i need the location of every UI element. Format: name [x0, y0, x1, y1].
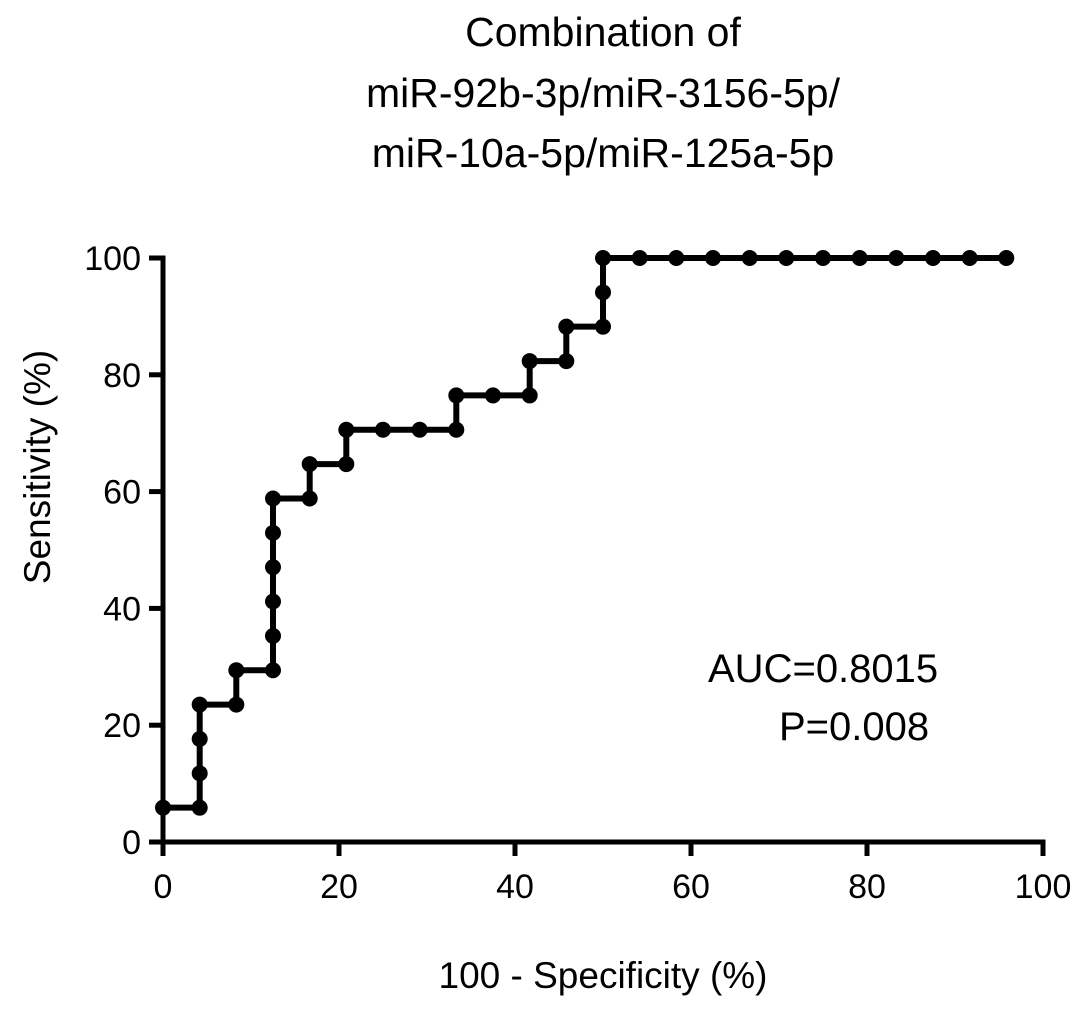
- title-line-3: miR-10a-5p/miR-125a-5p: [372, 130, 835, 176]
- x-tick-label: 0: [154, 868, 173, 906]
- roc-data-point: [485, 387, 501, 404]
- roc-data-point: [191, 696, 208, 713]
- p-value-annotation: P=0.008: [779, 705, 929, 749]
- stats-annotation: AUC=0.8015 P=0.008: [708, 647, 938, 749]
- roc-data-point: [448, 387, 465, 404]
- roc-data-point: [595, 318, 611, 335]
- roc-data-point: [815, 250, 831, 266]
- title-line-2: miR-92b-3p/miR-3156-5p/: [366, 70, 841, 116]
- roc-data-point: [228, 662, 245, 679]
- roc-data-point: [265, 559, 281, 576]
- y-tick-label: 60: [103, 474, 141, 512]
- roc-data-point: [925, 250, 941, 266]
- roc-curve-line: [163, 255, 1007, 811]
- auc-annotation: AUC=0.8015: [708, 647, 938, 691]
- roc-data-point: [521, 353, 538, 370]
- roc-data-point: [521, 387, 538, 404]
- x-axis-title: 100 - Specificity (%): [439, 955, 768, 996]
- roc-series: [155, 250, 1015, 816]
- chart-title: Combination of miR-92b-3p/miR-3156-5p/ m…: [366, 9, 841, 176]
- roc-data-point: [338, 456, 355, 473]
- roc-data-point: [558, 318, 575, 335]
- title-line-1: Combination of: [465, 9, 741, 55]
- axes: 0 20 40 60 80 100 0 20 40 60 80 100: [84, 240, 1071, 906]
- roc-data-point: [338, 421, 355, 438]
- roc-data-point: [191, 799, 208, 816]
- roc-data-point: [595, 284, 611, 301]
- x-tick-label: 20: [320, 868, 358, 906]
- roc-data-point: [265, 490, 281, 507]
- x-tick-label: 100: [1015, 868, 1072, 906]
- roc-data-point: [265, 593, 281, 610]
- roc-data-point: [741, 250, 758, 266]
- roc-data-point: [301, 490, 318, 507]
- roc-data-point: [155, 799, 171, 816]
- roc-data-point: [448, 421, 465, 438]
- roc-data-point: [191, 730, 208, 747]
- roc-data-point: [961, 250, 978, 266]
- y-axis-title: Sensitivity (%): [17, 350, 58, 584]
- x-tick-label: 80: [848, 868, 886, 906]
- y-tick-label: 80: [103, 357, 141, 395]
- roc-data-point: [778, 250, 795, 266]
- roc-data-point: [301, 456, 318, 473]
- x-tick-label: 40: [496, 868, 534, 906]
- roc-data-point: [888, 250, 905, 266]
- roc-data-point: [705, 250, 721, 266]
- roc-data-point: [411, 421, 428, 438]
- y-tick-label: 100: [84, 240, 141, 278]
- roc-data-point: [228, 696, 245, 713]
- roc-data-point: [998, 250, 1015, 266]
- y-tick-label: 20: [103, 707, 141, 745]
- y-tick-label: 40: [103, 590, 141, 628]
- roc-data-point: [191, 765, 208, 782]
- roc-data-point: [668, 250, 685, 266]
- roc-data-point: [265, 524, 281, 541]
- roc-data-point: [631, 250, 648, 266]
- roc-data-point: [558, 353, 575, 370]
- roc-data-point: [595, 250, 611, 266]
- roc-data-point: [375, 421, 391, 438]
- roc-data-point: [265, 662, 281, 679]
- roc-data-point: [851, 250, 868, 266]
- y-tick-label: 0: [122, 824, 141, 862]
- roc-data-point: [265, 627, 281, 644]
- x-tick-label: 60: [672, 868, 710, 906]
